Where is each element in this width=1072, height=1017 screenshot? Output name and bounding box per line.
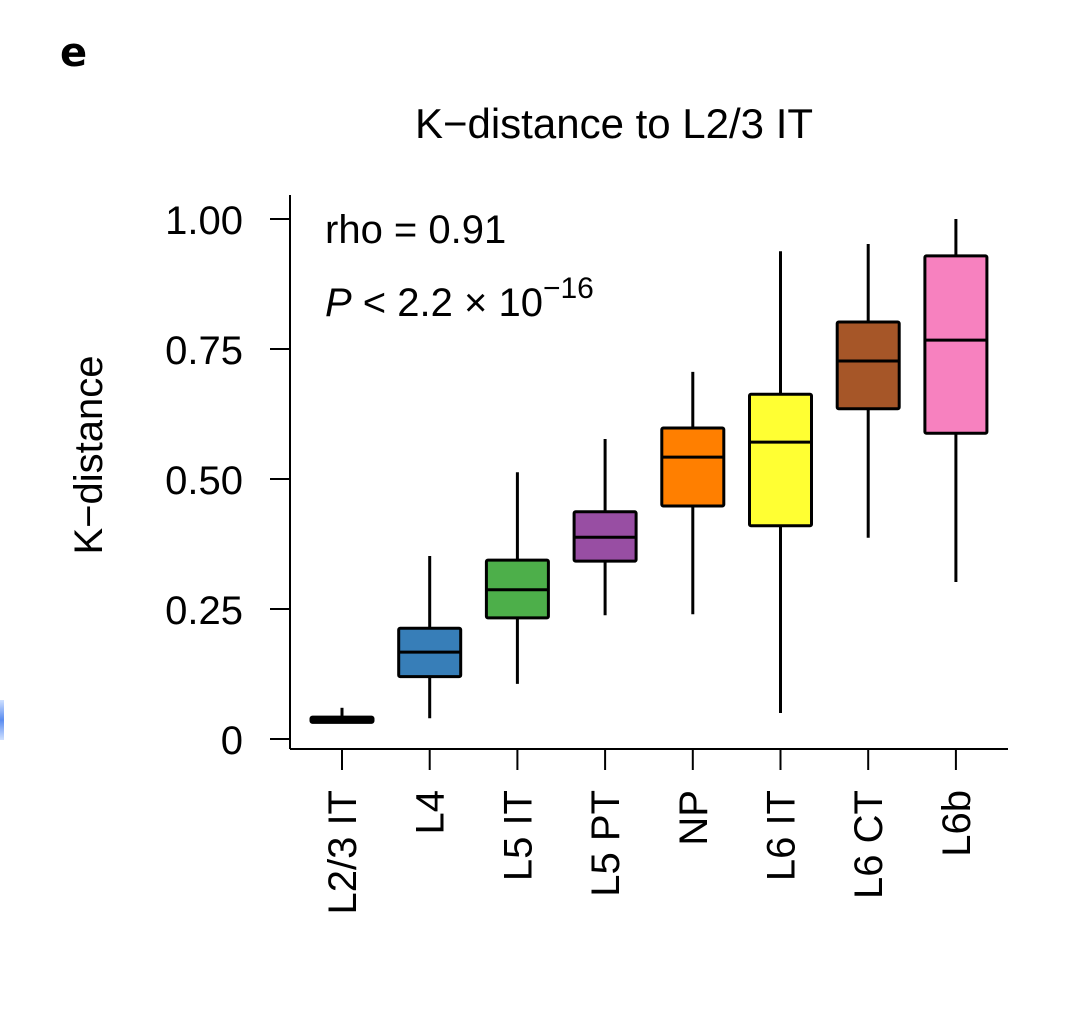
y-tick-label: 0.50 [165, 459, 243, 503]
p-symbol: P [325, 281, 352, 325]
box-l6-it [748, 251, 813, 713]
y-tick-label: 0.75 [165, 329, 243, 373]
p-value-text: < 2.2 × 10 [352, 281, 543, 325]
box-iqr [835, 320, 901, 411]
y-tick-label: 0 [221, 719, 243, 763]
y-tick-label: 1.00 [165, 199, 243, 243]
box-l6b [923, 219, 989, 582]
box-l5-it [484, 472, 550, 684]
rho-annotation: rho = 0.91 [325, 208, 506, 252]
box-l2-3-it [309, 707, 375, 724]
x-tick-label: L5 PT [584, 790, 628, 897]
x-tick-label: L4 [409, 790, 453, 835]
p-value-annotation: P < 2.2 × 10−16 [325, 272, 594, 325]
box-iqr [923, 254, 989, 435]
y-tick-label: 0.25 [165, 589, 243, 633]
y-axis-label: K−distance [67, 355, 111, 554]
chart-title: K−distance to L2/3 IT [415, 100, 813, 147]
x-ticks: L2/3 IT L4 L5 IT L5 PT NP L6 IT L6 CT L6b [321, 749, 979, 915]
x-tick-label: L5 IT [496, 790, 540, 881]
box-iqr [748, 392, 813, 528]
box-l4 [397, 555, 463, 719]
y-ticks: 0 0.25 0.50 0.75 1.00 [165, 199, 290, 763]
x-tick-label: L2/3 IT [321, 790, 365, 915]
x-tick-label: NP [672, 790, 716, 846]
edge-artifact [0, 700, 4, 740]
x-tick-label: L6 IT [760, 790, 804, 881]
box-np [660, 371, 726, 615]
panel-label: e [60, 30, 88, 76]
boxes [309, 219, 989, 724]
p-exponent: −16 [543, 272, 594, 305]
box-l6-ct [835, 243, 901, 538]
box-l5-pt [572, 438, 638, 616]
x-tick-label: L6b [935, 790, 979, 857]
box-iqr [660, 426, 726, 508]
x-tick-label: L6 CT [847, 790, 891, 899]
